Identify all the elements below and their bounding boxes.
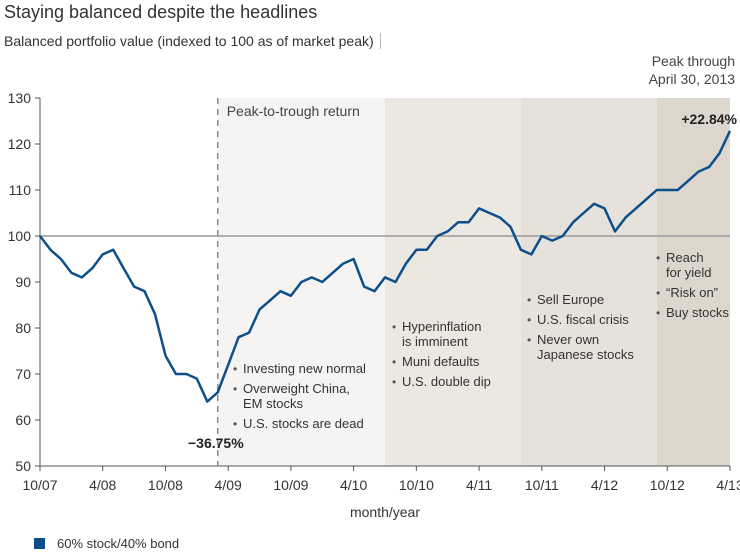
- annotation-trough-item: U.S. stocks are dead: [243, 416, 364, 431]
- series-line: [39, 130, 732, 403]
- y-tick-label: 110: [9, 182, 32, 198]
- y-tick-label: 100: [8, 228, 32, 244]
- annotation-trough-item: EM stocks: [243, 396, 303, 411]
- y-tick-label: 70: [15, 366, 31, 382]
- band-label-peak-through-2: April 30, 2013: [649, 71, 736, 87]
- x-tick-label: 10/09: [273, 477, 308, 493]
- annotation-2012-item: Buy stocks: [666, 305, 729, 320]
- annotation-2012-bullet: •: [656, 251, 660, 265]
- trough-value-label: −36.75%: [188, 435, 244, 451]
- y-tick-label: 120: [8, 136, 32, 152]
- annotation-2011-item: U.S. fiscal crisis: [537, 312, 629, 327]
- y-tick-label: 60: [15, 412, 31, 428]
- x-tick-label: 10/10: [399, 477, 434, 493]
- x-tick-label: 10/07: [22, 477, 57, 493]
- annotation-trough-item: Overweight China,: [243, 381, 350, 396]
- band-label-peak-through-1: Peak through: [652, 53, 735, 69]
- annotation-2010-bullet: •: [392, 320, 396, 334]
- period-band-4: [656, 98, 730, 466]
- y-tick-label: 130: [8, 90, 32, 106]
- period-band-2: [385, 98, 521, 466]
- annotation-2011-bullet: •: [527, 293, 531, 307]
- annotation-2011-item: Japanese stocks: [537, 347, 634, 362]
- chart-lines: [39, 98, 732, 466]
- annotation-2011-item: Sell Europe: [537, 292, 604, 307]
- peak-value-label: +22.84%: [681, 111, 737, 127]
- annotation-2010-bullet: •: [392, 375, 396, 389]
- x-tick-label: 4/08: [89, 477, 116, 493]
- legend: 60% stock/40% bond: [34, 536, 179, 551]
- annotation-trough-item: Investing new normal: [243, 361, 366, 376]
- annotation-2012-bullet: •: [656, 306, 660, 320]
- x-tick-label: 4/09: [215, 477, 242, 493]
- x-axis-title: month/year: [350, 504, 420, 520]
- annotation-trough-bullet: •: [233, 382, 237, 396]
- annotation-2011-bullet: •: [527, 333, 531, 347]
- x-tick-label: 10/08: [148, 477, 183, 493]
- chart-subtitle: Balanced portfolio value (indexed to 100…: [4, 33, 381, 49]
- legend-label: 60% stock/40% bond: [57, 536, 180, 551]
- period-band-3: [520, 98, 657, 466]
- annotation-2010-item: Muni defaults: [402, 354, 480, 369]
- x-tick-label: 10/12: [650, 477, 685, 493]
- annotation-2012-bullet: •: [656, 286, 660, 300]
- legend-swatch: [34, 538, 45, 549]
- chart-labels: Peak-to-trough return Peak through April 3…: [188, 53, 738, 451]
- chart-title: Staying balanced despite the headlines: [4, 2, 318, 22]
- annotation-2012-item: for yield: [666, 265, 712, 280]
- y-tick-label: 90: [15, 274, 31, 290]
- annotation-trough-bullet: •: [233, 362, 237, 376]
- x-tick-label: 4/13: [716, 477, 740, 493]
- annotation-2010-item: is imminent: [402, 334, 468, 349]
- annotation-2011-bullet: •: [527, 313, 531, 327]
- annotation-2010-bullet: •: [392, 355, 396, 369]
- annotation-2011-item: Never own: [537, 332, 599, 347]
- annotation-2012-item: Reach: [666, 250, 704, 265]
- annotation-2012-item: “Risk on”: [666, 285, 718, 300]
- x-tick-label: 10/11: [525, 477, 559, 493]
- y-tick-label: 50: [15, 458, 31, 474]
- annotation-2010-item: U.S. double dip: [402, 374, 491, 389]
- x-tick-label: 4/11: [466, 477, 492, 493]
- y-tick-label: 80: [15, 320, 31, 336]
- annotation-trough-bullet: •: [233, 417, 237, 431]
- band-label-peak-to-trough: Peak-to-trough return: [227, 103, 360, 119]
- x-tick-label: 4/10: [340, 477, 367, 493]
- x-tick-label: 4/12: [591, 477, 618, 493]
- annotation-2010-item: Hyperinflation: [402, 319, 482, 334]
- chart-axes: 50 60 70 80 90 100 110 120 130 10/07 4/08 10/08 4/09…: [8, 90, 740, 520]
